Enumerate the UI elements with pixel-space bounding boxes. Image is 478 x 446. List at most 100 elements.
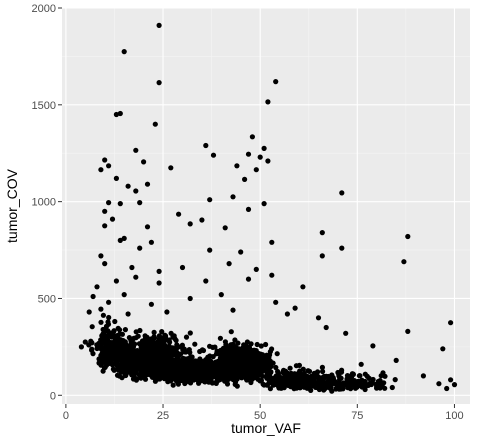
data-point <box>170 334 176 340</box>
data-point <box>144 224 151 230</box>
data-point <box>228 329 234 335</box>
data-point <box>224 350 230 356</box>
data-point <box>119 375 125 381</box>
data-point <box>109 216 116 222</box>
data-point <box>118 338 124 344</box>
data-point <box>102 208 108 214</box>
data-point <box>137 245 143 251</box>
data-point <box>89 340 95 346</box>
data-point <box>141 373 147 379</box>
data-point <box>100 327 107 333</box>
data-point <box>310 379 316 385</box>
data-point <box>102 157 108 163</box>
data-point <box>90 293 96 300</box>
data-point <box>133 274 139 280</box>
data-point <box>148 239 154 245</box>
data-point <box>322 386 328 392</box>
data-point <box>238 363 245 369</box>
data-point <box>339 190 345 196</box>
data-point <box>244 339 250 345</box>
data-point <box>110 366 116 372</box>
data-point <box>218 355 224 361</box>
x-axis-title: tumor_VAF <box>231 420 301 436</box>
x-tick-label: 100 <box>445 410 463 422</box>
data-point <box>239 354 245 360</box>
data-point <box>127 362 133 368</box>
data-point <box>165 377 171 383</box>
data-point <box>181 376 187 382</box>
data-point <box>99 333 105 339</box>
data-point <box>323 324 329 331</box>
data-point <box>122 327 128 333</box>
data-point <box>198 364 204 370</box>
data-point <box>257 378 263 384</box>
data-point <box>275 371 281 377</box>
data-point <box>125 358 131 364</box>
data-point <box>137 353 143 359</box>
data-point <box>148 301 154 307</box>
x-tick-label: 0 <box>63 410 69 422</box>
data-point <box>187 295 193 302</box>
data-point <box>156 80 162 86</box>
x-tick-label: 75 <box>351 410 363 422</box>
data-point <box>178 367 184 373</box>
data-point <box>316 378 322 384</box>
data-point <box>207 247 213 253</box>
data-point <box>102 223 108 229</box>
data-point <box>104 333 110 339</box>
data-point <box>203 142 209 149</box>
data-point <box>210 354 216 360</box>
data-point <box>125 311 131 317</box>
data-point <box>151 344 157 350</box>
data-point <box>201 368 207 375</box>
data-point <box>161 359 167 365</box>
data-point <box>236 373 242 380</box>
data-point <box>94 284 100 290</box>
data-point <box>265 99 271 105</box>
data-point <box>111 328 117 334</box>
data-point <box>98 253 104 259</box>
data-point <box>123 371 129 377</box>
data-point <box>315 315 322 321</box>
data-point <box>119 331 125 337</box>
data-point <box>98 319 104 325</box>
data-point <box>448 320 454 326</box>
data-point <box>253 266 259 272</box>
minor-gridlines <box>62 8 470 404</box>
data-point <box>254 373 261 379</box>
data-point <box>338 375 344 381</box>
data-point <box>156 268 162 274</box>
data-point <box>168 165 174 171</box>
data-point <box>133 188 139 194</box>
data-point <box>319 253 325 259</box>
data-point <box>155 346 161 353</box>
data-point <box>170 345 176 351</box>
data-point <box>217 360 224 366</box>
data-point <box>357 373 363 379</box>
data-point <box>156 22 162 28</box>
data-point <box>119 355 126 361</box>
data-point <box>316 383 322 389</box>
data-point <box>116 367 122 373</box>
data-point <box>131 371 137 377</box>
data-point <box>245 367 251 373</box>
data-point <box>293 363 299 369</box>
data-point <box>150 358 156 364</box>
data-point <box>319 364 325 370</box>
data-point <box>264 382 270 388</box>
data-point <box>159 329 165 335</box>
data-point <box>159 347 165 353</box>
data-point <box>197 356 203 362</box>
data-point <box>241 373 247 379</box>
data-point <box>444 385 450 392</box>
data-point <box>119 348 125 354</box>
data-point <box>223 369 229 375</box>
data-point <box>207 197 213 203</box>
y-tick-label: 2000 <box>32 3 56 15</box>
data-point <box>141 349 147 355</box>
data-point <box>158 367 164 374</box>
data-point <box>109 342 115 348</box>
data-point <box>196 374 202 380</box>
data-point <box>305 375 311 382</box>
